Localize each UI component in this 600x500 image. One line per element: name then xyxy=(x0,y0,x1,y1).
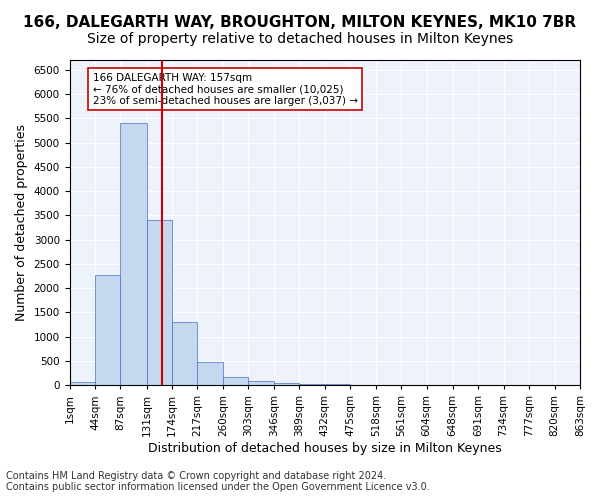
Bar xyxy=(70,382,95,386)
Bar xyxy=(325,384,350,386)
Bar xyxy=(146,220,172,386)
Text: Size of property relative to detached houses in Milton Keynes: Size of property relative to detached ho… xyxy=(87,32,513,46)
Text: 166 DALEGARTH WAY: 157sqm
← 76% of detached houses are smaller (10,025)
23% of s: 166 DALEGARTH WAY: 157sqm ← 76% of detac… xyxy=(92,72,358,106)
Bar xyxy=(248,381,274,386)
Bar xyxy=(197,362,223,386)
Bar xyxy=(121,123,146,386)
Bar xyxy=(299,384,325,386)
Bar xyxy=(172,322,197,386)
X-axis label: Distribution of detached houses by size in Milton Keynes: Distribution of detached houses by size … xyxy=(148,442,502,455)
Text: 166, DALEGARTH WAY, BROUGHTON, MILTON KEYNES, MK10 7BR: 166, DALEGARTH WAY, BROUGHTON, MILTON KE… xyxy=(23,15,577,30)
Y-axis label: Number of detached properties: Number of detached properties xyxy=(15,124,28,321)
Bar xyxy=(350,384,376,386)
Bar xyxy=(223,378,248,386)
Bar xyxy=(274,382,299,386)
Bar xyxy=(95,275,121,386)
Text: Contains HM Land Registry data © Crown copyright and database right 2024.
Contai: Contains HM Land Registry data © Crown c… xyxy=(6,471,430,492)
